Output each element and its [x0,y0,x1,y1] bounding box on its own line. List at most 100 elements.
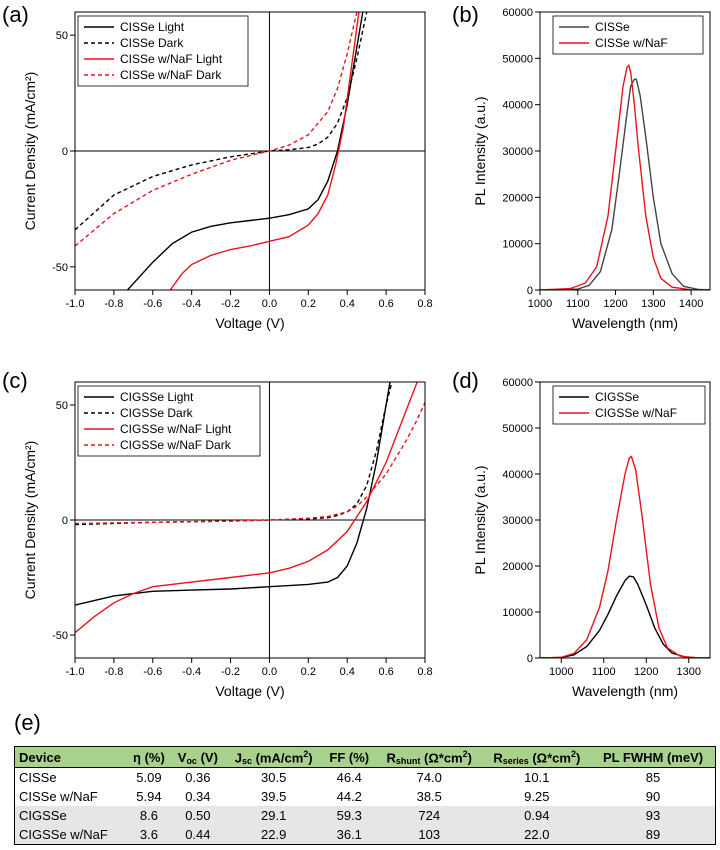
y-tick-label: -50 [52,262,68,274]
x-tick-label: 1100 [592,666,616,678]
cell-device: CISSe w/NaF [13,787,127,807]
panel-label-e: (e) [14,710,41,735]
series-line-3 [169,12,360,290]
y-tick-label: 60000 [502,377,533,389]
header-voc: Voc (V) [170,745,225,769]
chart-c: -1.0 -0.8 -0.6 -0.4 -0.2 0.0 0.2 0.4 0.6 0.8 -50 0 5… [22,381,433,699]
table-row: CIGSSe w/NaF 3.6 0.44 22.9 36.1 103 22.0… [13,825,717,846]
x-tick-label: -0.2 [221,298,240,310]
legend-entry: CIGSSe w/NaF Light [120,422,232,436]
y-tick-label: 50 [56,30,68,42]
cell-ff: 46.4 [336,770,362,786]
legend-box [552,385,706,425]
header-rshunt: Rshunt (Ω*cm2) [375,745,483,769]
cell-device: CIGSSe [13,806,127,826]
legend-entry: CISSe [595,20,630,34]
x-tick-label: 0.6 [378,298,393,310]
x-axis-label: Wavelength (nm) [572,315,678,331]
cell-jsc: 22.9 [224,825,323,846]
cell-rshunt: 74.0 [416,770,442,786]
legend-box [552,15,704,55]
cell-ff: 44.2 [336,789,362,805]
series-line-1 [540,575,710,658]
series-line-1 [126,12,364,290]
cell-jsc: 29.1 [224,806,323,826]
y-tick-label: 60000 [502,7,533,19]
y-tick-label: 0 [62,146,68,158]
results-table: Device η (%) Voc (V) Jsc (mA/cm2) FF (%)… [13,745,717,846]
x-tick-label: -0.8 [104,298,123,310]
x-tick-label: -1.0 [66,298,85,310]
cell-rseries: 10.1 [524,770,550,786]
y-tick-label: 0 [527,653,533,665]
x-tick-label: 0.0 [262,666,277,678]
legend-entry: CISSe w/NaF Dark [120,68,222,82]
series-line-2 [540,63,710,290]
x-tick-label: 1300 [641,298,665,310]
y-tick-label: 50000 [502,423,533,435]
cell-jsc: 30.5 [261,770,287,786]
legend-entry: CISSe Light [120,20,185,34]
x-axis-label: Voltage (V) [215,315,284,331]
y-tick-label: 40000 [502,100,533,112]
cell-voc: 0.34 [185,789,211,805]
x-tick-label: 1200 [603,298,627,310]
cell-rseries: 0.94 [482,806,592,826]
cell-fwhm: 85 [591,767,717,788]
x-tick-label: -0.4 [182,666,201,678]
x-tick-label: 0.4 [340,666,355,678]
cell-rshunt: 724 [375,806,483,826]
y-tick-label: 40000 [502,469,533,481]
y-tick-label: 50 [56,400,68,412]
cell-voc: 0.50 [170,806,225,826]
cell-eta: 3.6 [126,825,171,846]
cell-rseries: 22.0 [482,825,592,846]
cell-voc: 0.44 [170,825,225,846]
y-tick-label: 0 [527,285,533,297]
table-row: CIGSSe 8.6 0.50 29.1 59.3 724 0.94 93 [13,806,717,826]
x-tick-label: 1000 [528,298,552,310]
header-eta: η (%) [126,745,171,769]
series-line-1 [75,382,391,606]
series-line-1 [540,78,710,290]
x-tick-label: 0.4 [340,298,355,310]
x-tick-label: 1000 [549,666,573,678]
header-fwhm: PL FWHM (meV) [591,745,717,769]
cell-rseries: 9.25 [524,789,550,805]
cell-rshunt: 38.5 [416,789,442,805]
chart-d: 1000 1100 1200 1300 0 10000 20000 30000 40000 500… [472,377,711,699]
panel-label-d: (d) [452,368,479,393]
series-line-4 [75,12,358,247]
header-jsc: Jsc (mA/cm2) [224,745,323,769]
header-rseries: Rseries (Ω*cm2) [482,745,592,769]
x-tick-label: 1200 [634,666,658,678]
table-row: CISSe w/NaF 5.94 0.34 39.5 44.2 38.5 9.2… [13,787,717,807]
x-tick-label: 0.8 [417,666,432,678]
table-row: CISSe 5.09 0.36 30.5 46.4 74.0 10.1 85 [13,767,717,788]
x-tick-label: -0.2 [221,666,240,678]
cell-ff: 59.3 [322,806,376,826]
x-axis-label: Wavelength (nm) [572,683,678,699]
cell-device: CISSe [13,767,127,788]
x-tick-label: 0.8 [417,298,432,310]
y-tick-label: 20000 [502,192,533,204]
cell-device: CIGSSe w/NaF [13,825,127,846]
y-tick-label: 30000 [502,146,533,158]
series-line-3 [75,382,418,634]
x-tick-label: -0.6 [143,298,162,310]
legend-entry: CIGSSe Dark [120,406,194,420]
legend-entry: CIGSSe Light [120,390,194,404]
legend-entry: CIGSSe w/NaF Dark [120,438,232,452]
x-tick-label: -1.0 [66,666,85,678]
results-table-container: Device η (%) Voc (V) Jsc (mA/cm2) FF (%)… [13,745,717,846]
header-ff: FF (%) [322,745,376,769]
y-tick-label: 50000 [502,53,533,65]
y-axis-label: PL Intensity (a.u.) [472,96,488,205]
x-tick-label: 1300 [677,666,701,678]
cell-ff: 36.1 [322,825,376,846]
legend-entry: CISSe Dark [120,36,184,50]
series-line-4 [75,402,425,525]
x-tick-label: 0.2 [301,666,316,678]
y-tick-label: 30000 [502,515,533,527]
x-tick-label: 0.0 [262,298,277,310]
